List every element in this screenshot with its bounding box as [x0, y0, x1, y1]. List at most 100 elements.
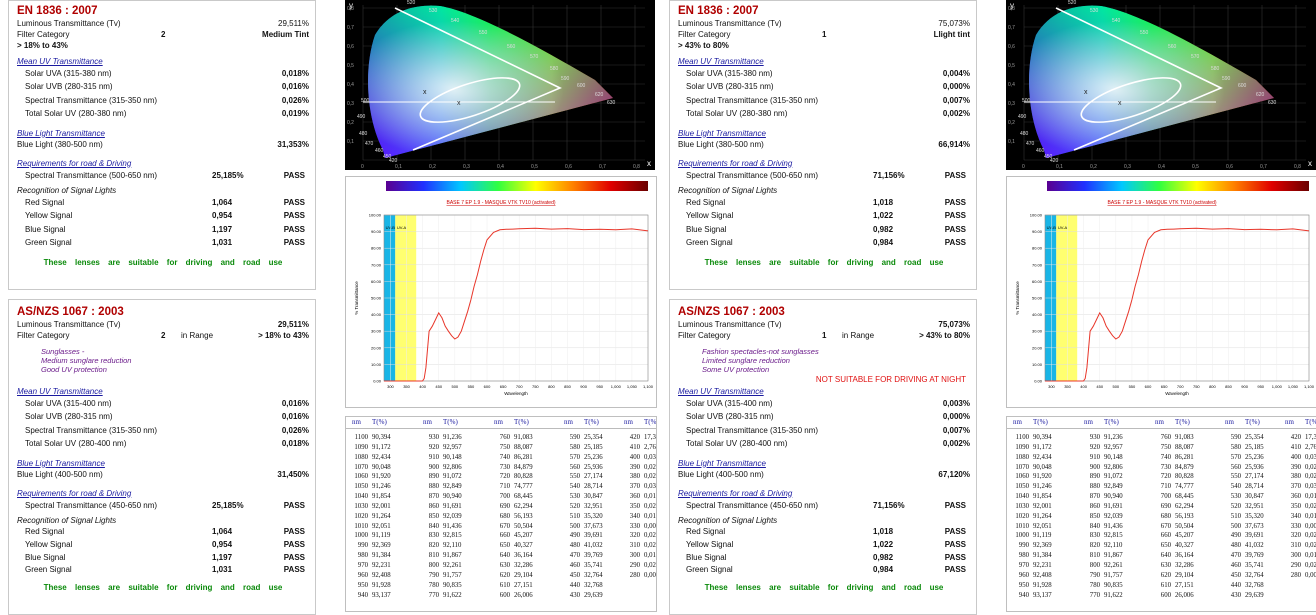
- cell-nm: 380: [629, 473, 640, 481]
- col-header-nm: nm: [1013, 418, 1022, 426]
- cell-t: 93,137: [1033, 591, 1052, 599]
- cell-t: 39,691: [1245, 532, 1264, 540]
- cell-t: 17,398: [1305, 434, 1316, 441]
- road-section-title: Requirements for road & Driving: [678, 158, 793, 168]
- y-tick-label: 80.00: [371, 246, 382, 251]
- cell-t: 32,764: [1245, 571, 1264, 579]
- cell-nm: 420: [1290, 434, 1301, 441]
- cell-t: 56,193: [1175, 512, 1194, 520]
- signal-result: PASS: [944, 211, 966, 221]
- cell-t: 92,369: [1033, 542, 1052, 550]
- cell-t: 91,920: [1033, 473, 1052, 481]
- x-axis-label: Wavelength: [504, 391, 528, 396]
- cell-t: 91,757: [1104, 571, 1123, 579]
- x-tick-label: 350: [1064, 384, 1071, 389]
- cell-t: 92,051: [372, 522, 391, 530]
- tolerance-ellipse: [1080, 77, 1182, 123]
- blue-value: 31,353%: [277, 139, 309, 149]
- cell-nm: 770: [428, 591, 439, 599]
- cell-t: 91,119: [1033, 532, 1052, 540]
- signal-result: PASS: [283, 238, 305, 248]
- uv-value: 0,002%: [942, 439, 970, 449]
- cell-t: 91,854: [1033, 493, 1052, 501]
- tv-label: Luminous Transmittance (Tv): [17, 320, 121, 329]
- cell-t: 0,015: [1305, 552, 1316, 560]
- cell-t: 68,445: [514, 493, 533, 501]
- cell-t: 91,622: [443, 591, 462, 599]
- cell-t: 29,104: [514, 571, 533, 579]
- usage-note: Fashion spectacles-not sunglasses: [702, 347, 819, 356]
- warning-text: [17, 374, 309, 386]
- signal-section-title: Recognition of Signal Lights: [678, 515, 778, 525]
- cell-t: 91,264: [372, 512, 391, 520]
- cell-nm: 850: [1089, 512, 1100, 520]
- cell-nm: 500: [1230, 522, 1241, 530]
- uv-row: Solar UVA (315-380 nm) 0,004%: [678, 67, 970, 80]
- table-row: 970 92,231 800 92,261 630 32,286 460 35,741 290 0…: [1007, 561, 1316, 571]
- cell-nm: 1010: [1015, 522, 1029, 530]
- cell-nm: 470: [569, 552, 580, 560]
- wavelength-label: 560: [507, 44, 516, 50]
- signal-row: Blue Signal 0,982 PASS: [678, 223, 970, 236]
- cell-t: 0,025: [644, 561, 656, 569]
- cell-t: 25,936: [1245, 463, 1264, 471]
- axis-x-label: x: [1308, 159, 1312, 168]
- filter-range: > 18% to 43%: [258, 331, 309, 340]
- cell-nm: 930: [428, 434, 439, 441]
- warning-text: NOT SUITABLE FOR DRIVING AT NIGHT: [815, 375, 966, 384]
- usage-note: Good UV protection: [41, 365, 107, 374]
- signal-result: PASS: [283, 565, 305, 575]
- filter-row: Filter Category 1 in Range > 43% to 80%: [678, 330, 970, 341]
- cell-t: 28,714: [584, 483, 603, 491]
- signal-row: Red Signal 1,018 PASS: [678, 526, 970, 539]
- asnzs-title: AS/NZS 1067 : 2003: [17, 306, 124, 318]
- cell-t: 90,394: [1033, 434, 1052, 441]
- cell-nm: 350: [1290, 502, 1301, 510]
- cell-t: 92,434: [372, 453, 391, 461]
- cell-nm: 550: [1230, 473, 1241, 481]
- wavelength-label: 420: [1050, 158, 1059, 164]
- verdict-text: These lenses are suitable for driving an…: [43, 257, 283, 267]
- cell-nm: 690: [1160, 502, 1171, 510]
- cell-nm: 470: [1230, 552, 1241, 560]
- cie-svg: x x y x 0 0,1 0,2 0,3 0,4 0,5 0,6 0,7 0,8 0,1 0,2 0,3 0,…: [347, 0, 651, 170]
- cell-nm: 960: [1018, 571, 1029, 579]
- x-tick-label: 0,6: [565, 164, 572, 170]
- cell-t: 0,011: [1305, 512, 1316, 520]
- x-tick-label: 550: [468, 384, 475, 389]
- plot-frame: [1044, 214, 1310, 382]
- wavelength-label: 470: [365, 141, 374, 147]
- signal-row: Green Signal 0,984 PASS: [678, 236, 970, 249]
- cell-t: 86,281: [1175, 453, 1194, 461]
- cell-nm: 1070: [354, 463, 368, 471]
- x-tick-label: 950: [596, 384, 603, 389]
- en1836-card: EN 1836 : 2007 Luminous Transmittance (Tv…: [669, 0, 977, 290]
- signal-section-title: Recognition of Signal Lights: [17, 515, 117, 525]
- cell-nm: 300: [1290, 552, 1301, 560]
- tv-value: 75,073%: [938, 19, 970, 28]
- axis-x-label: x: [647, 159, 651, 168]
- wavelength-label: 480: [1020, 131, 1029, 137]
- cell-t: 25,236: [1245, 453, 1264, 461]
- cell-t: 0,026: [1305, 463, 1316, 471]
- cell-nm: 460: [569, 561, 580, 569]
- x-tick-label: 0,5: [531, 164, 538, 170]
- cell-nm: 810: [428, 552, 439, 560]
- table-row: 940 93,137 770 91,622 600 26,006 430 29,639: [1007, 591, 1316, 601]
- band-label: UV-A: [1058, 225, 1068, 230]
- cell-t: 88,087: [1175, 443, 1194, 451]
- col-header-nm: nm: [494, 418, 503, 426]
- signal-row: Yellow Signal 1,022 PASS: [678, 539, 970, 552]
- blue-value: 67,120%: [938, 469, 970, 479]
- cell-t: 92,261: [443, 561, 462, 569]
- col-header-t: T(%): [1104, 418, 1119, 426]
- cell-nm: 990: [1018, 542, 1029, 550]
- cell-nm: 790: [428, 571, 439, 579]
- cell-nm: 700: [499, 493, 510, 501]
- tv-row: Luminous Transmittance (Tv) 29,511%: [17, 319, 309, 330]
- cell-t: 91,119: [372, 532, 391, 540]
- col-header-t: T(%): [584, 418, 599, 426]
- cell-t: 92,849: [443, 483, 462, 491]
- cell-nm: 960: [357, 571, 368, 579]
- lens-point-marker: x: [1118, 100, 1122, 107]
